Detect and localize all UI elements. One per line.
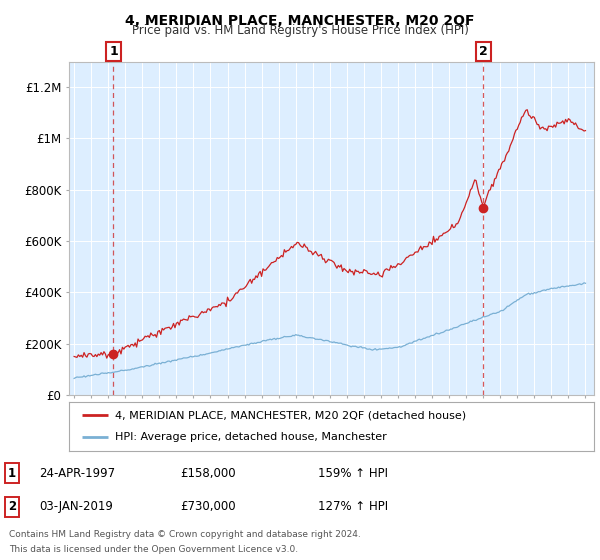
Text: Price paid vs. HM Land Registry's House Price Index (HPI): Price paid vs. HM Land Registry's House … <box>131 24 469 37</box>
Text: 127% ↑ HPI: 127% ↑ HPI <box>318 500 388 514</box>
Text: HPI: Average price, detached house, Manchester: HPI: Average price, detached house, Manc… <box>115 432 387 442</box>
Text: 2: 2 <box>479 45 488 58</box>
Text: 4, MERIDIAN PLACE, MANCHESTER, M20 2QF: 4, MERIDIAN PLACE, MANCHESTER, M20 2QF <box>125 14 475 28</box>
Text: 4, MERIDIAN PLACE, MANCHESTER, M20 2QF (detached house): 4, MERIDIAN PLACE, MANCHESTER, M20 2QF (… <box>115 410 466 421</box>
Text: This data is licensed under the Open Government Licence v3.0.: This data is licensed under the Open Gov… <box>9 545 298 554</box>
Text: 24-APR-1997: 24-APR-1997 <box>39 466 115 480</box>
Text: 1: 1 <box>8 466 16 480</box>
Text: Contains HM Land Registry data © Crown copyright and database right 2024.: Contains HM Land Registry data © Crown c… <box>9 530 361 539</box>
Text: £158,000: £158,000 <box>180 466 236 480</box>
Text: 159% ↑ HPI: 159% ↑ HPI <box>318 466 388 480</box>
Text: 1: 1 <box>109 45 118 58</box>
Text: 2: 2 <box>8 500 16 514</box>
Text: £730,000: £730,000 <box>180 500 236 514</box>
Text: 03-JAN-2019: 03-JAN-2019 <box>39 500 113 514</box>
